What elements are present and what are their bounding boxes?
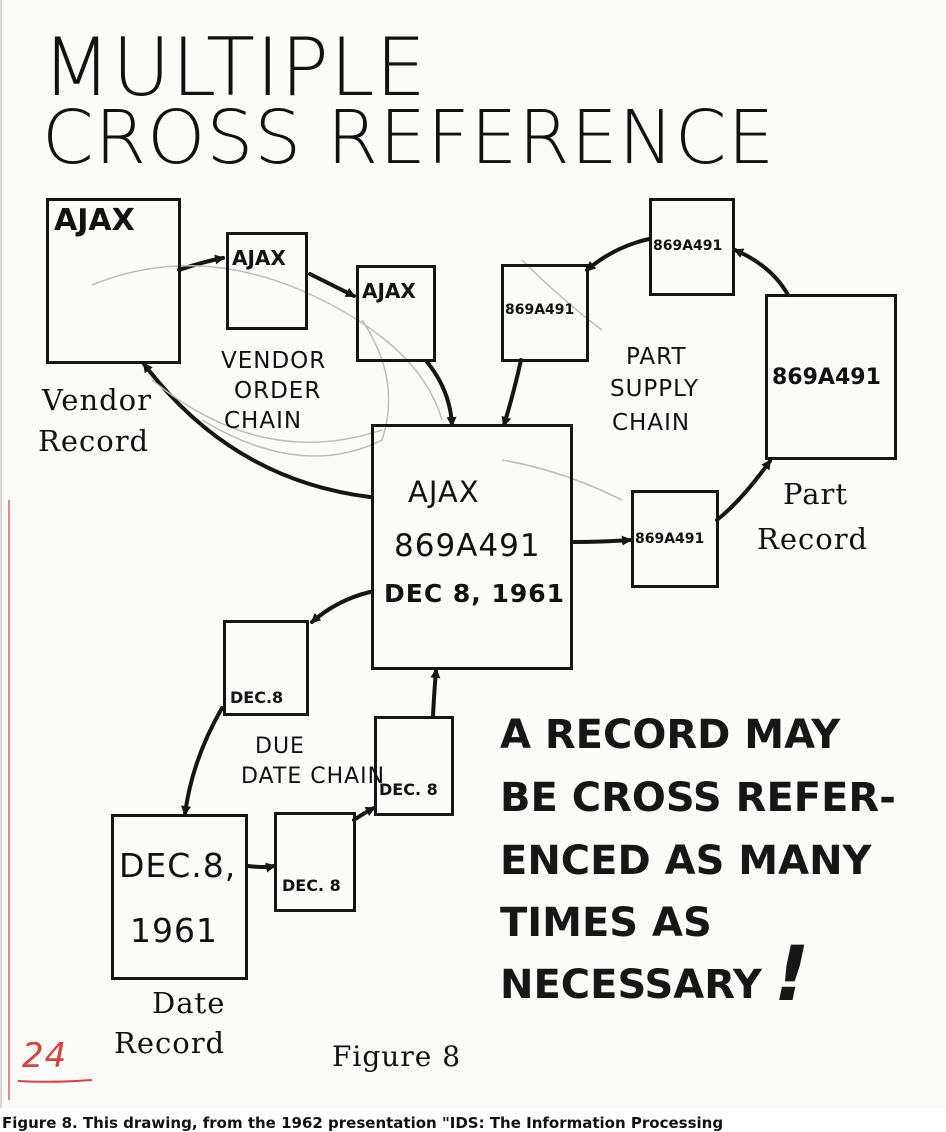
date-chain-box-upper-label: DEC.8 (230, 688, 284, 707)
arrow-dec-lower-to-dec-right (352, 806, 376, 822)
vendor-caption-1: Vendor (42, 383, 153, 417)
part-chain-box-left (501, 264, 589, 362)
vendor-chain-box-2-label: AJAX (362, 279, 416, 303)
note-line-4: TIMES AS (500, 900, 712, 946)
vendor-chain-label-1: VENDOR (221, 348, 327, 374)
vendor-chain-box-1-label: AJAX (232, 246, 286, 270)
margin-line (8, 500, 10, 1100)
vendor-record-box (46, 198, 181, 364)
part-chain-label-2: SUPPLY (610, 376, 699, 402)
part-chain-box-left-label: 869A491 (505, 302, 575, 318)
date-record-box (111, 814, 248, 980)
arrow-box-lower-to-part (715, 459, 772, 522)
arrow-box-top-to-box-left (585, 237, 651, 272)
central-record-line-3: DEC 8, 1961 (384, 579, 566, 608)
note-line-2: BE CROSS REFER- (500, 775, 896, 821)
page-number-underline (17, 1079, 93, 1083)
vendor-caption-2: Record (38, 424, 150, 458)
note-line-3: ENCED AS MANY (500, 838, 872, 884)
part-chain-label-1: PART (626, 344, 687, 370)
figure-caption: Figure 8. This drawing, from the 1962 pr… (2, 1114, 724, 1132)
part-chain-box-top (649, 198, 735, 296)
arrow-central-to-box-lower (572, 535, 632, 546)
date-chain-box-right (374, 716, 454, 816)
note-line-1: A RECORD MAY (500, 712, 841, 758)
central-record-line-1: AJAX (408, 475, 480, 509)
document-page: MULTIPLE CROSS REFERENCE (0, 0, 897, 1108)
part-record-box (765, 294, 897, 460)
title-line-2: CROSS REFERENCE (42, 95, 776, 181)
date-record-label-1: DEC.8, (119, 846, 237, 885)
arrow-date-to-dec-lower (246, 862, 276, 873)
date-chain-box-right-label: DEC. 8 (379, 780, 438, 799)
arrow-vendor-to-ajax1 (177, 254, 225, 272)
date-caption-1: Date (152, 986, 226, 1020)
figure-label: Figure 8 (332, 1040, 462, 1073)
arrow-central-to-dec-upper (310, 590, 372, 624)
part-chain-box-top-label: 869A491 (653, 238, 723, 254)
note-line-5: NECESSARY (500, 962, 762, 1008)
vendor-chain-box-2 (356, 265, 436, 362)
vendor-record-label: AJAX (54, 203, 135, 238)
part-caption-1: Part (783, 477, 849, 511)
vendor-chain-label-3: CHAIN (224, 408, 303, 434)
date-record-label-2: 1961 (130, 911, 218, 950)
arrow-box-left-to-central (501, 358, 523, 427)
date-chain-box-lower (274, 812, 356, 912)
part-caption-2: Record (757, 522, 869, 556)
arrow-part-to-box-top (733, 248, 790, 297)
page-number: 24 (22, 1036, 68, 1076)
central-record-line-2: 869A491 (394, 528, 541, 564)
vendor-chain-label-2: ORDER (234, 378, 322, 404)
part-chain-box-lower-label: 869A491 (635, 531, 705, 547)
central-record-box (371, 424, 573, 670)
date-chain-label-2: DATE CHAIN (241, 764, 386, 789)
date-chain-box-lower-label: DEC. 8 (282, 876, 341, 895)
part-chain-label-3: CHAIN (612, 410, 691, 436)
diagram-arrows (17, 237, 790, 1083)
arrow-ajax2-to-central (425, 360, 457, 427)
part-chain-box-lower (631, 490, 719, 588)
part-record-label: 869A491 (772, 365, 881, 390)
date-chain-box-upper (223, 620, 309, 716)
title-line-1: MULTIPLE (42, 21, 427, 114)
arrow-ajax1-to-ajax2 (308, 272, 356, 298)
date-caption-2: Record (114, 1026, 226, 1060)
arrow-dec-upper-to-date (181, 706, 224, 816)
vendor-chain-box-1 (226, 232, 308, 330)
arrow-dec-right-to-central (430, 668, 441, 718)
date-chain-label-1: DUE (255, 734, 305, 759)
